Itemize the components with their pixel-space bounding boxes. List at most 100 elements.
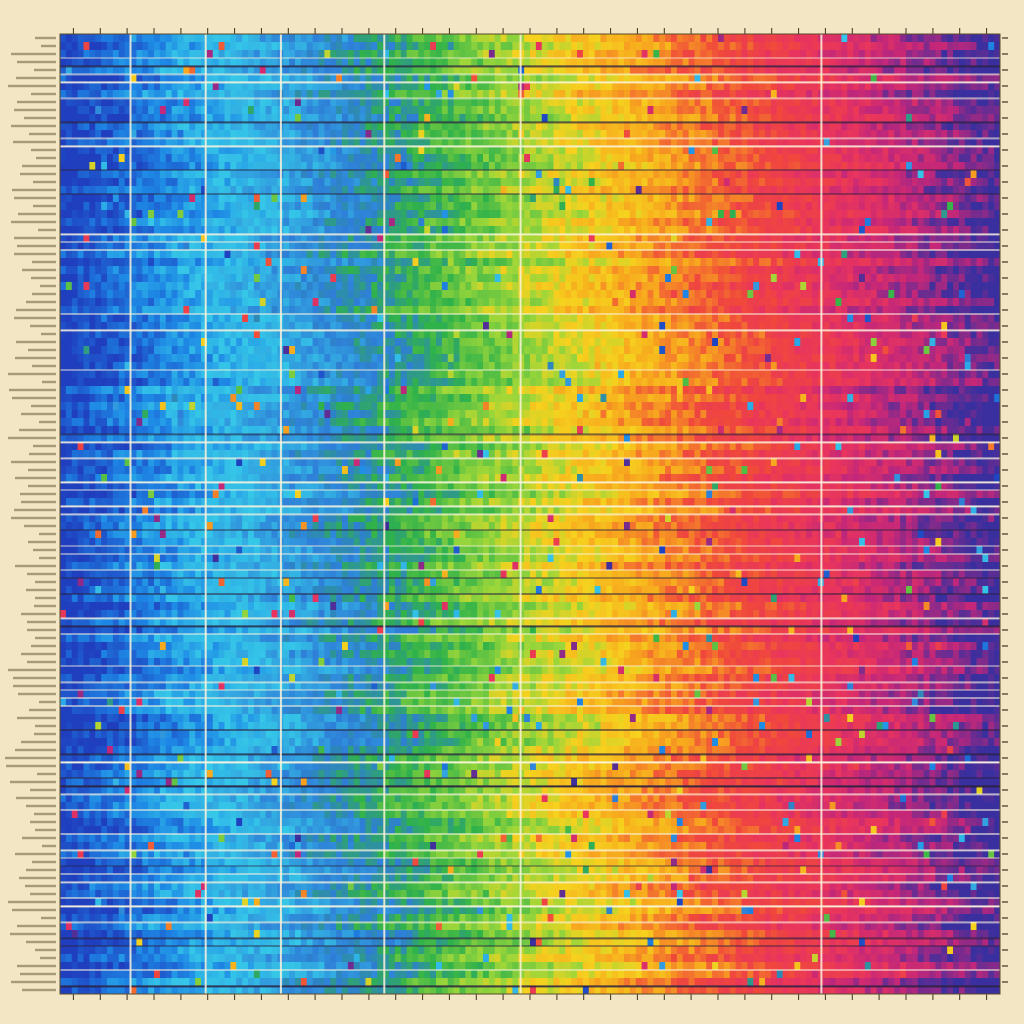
heatmap-cell (283, 90, 290, 99)
heatmap-cell (565, 114, 572, 123)
heatmap-cell (723, 162, 731, 171)
heatmap-cell (165, 74, 173, 83)
heatmap-cell (665, 42, 672, 51)
heatmap-cell (189, 194, 196, 203)
heatmap-cell (782, 82, 789, 91)
heatmap-cell (876, 258, 883, 267)
heatmap-cell (870, 234, 878, 243)
heatmap-cell (242, 66, 249, 75)
heatmap-cell (665, 194, 672, 203)
heatmap-cell (864, 50, 872, 59)
heatmap-cell (453, 154, 460, 163)
heatmap-cell (612, 138, 619, 147)
heatmap-cell (359, 114, 366, 123)
heatmap-cell (183, 178, 190, 187)
heatmap-cell (917, 122, 925, 131)
heatmap-cell (606, 154, 613, 163)
heatmap-cell (753, 34, 760, 43)
heatmap-cell (436, 58, 443, 67)
heatmap-cell (624, 250, 631, 259)
heatmap-cell (224, 250, 231, 259)
heatmap-cell (412, 114, 419, 123)
heatmap-cell (336, 226, 343, 235)
heatmap-cell (688, 202, 695, 211)
heatmap-cell (876, 226, 883, 235)
heatmap-cell (906, 58, 913, 67)
heatmap-cell (424, 194, 431, 203)
heatmap-cell (436, 202, 443, 211)
heatmap-cell (635, 234, 643, 243)
heatmap-cell (224, 258, 231, 267)
heatmap-cell (870, 74, 878, 83)
heatmap-cell (894, 186, 901, 195)
heatmap-cell (377, 154, 384, 163)
heatmap-cell (976, 154, 983, 163)
heatmap-cell (483, 194, 490, 203)
heatmap-cell (947, 178, 954, 187)
heatmap-cell (606, 98, 613, 107)
heatmap-cell (101, 202, 108, 211)
heatmap-cell (847, 146, 854, 155)
heatmap-cell (712, 170, 719, 179)
heatmap-cell (970, 74, 977, 83)
heatmap-cell (547, 74, 554, 83)
heatmap-cell (594, 98, 601, 107)
heatmap-cell (83, 162, 90, 171)
heatmap-cell (412, 234, 419, 243)
heatmap-cell (195, 266, 202, 275)
heatmap-cell (89, 114, 96, 123)
heatmap-cell (782, 58, 789, 67)
heatmap-cell (230, 90, 237, 99)
heatmap-cell (559, 130, 566, 139)
heatmap-cell (412, 66, 419, 75)
heatmap-cell (870, 50, 878, 59)
heatmap-cell (976, 194, 983, 203)
heatmap-cell (876, 90, 883, 99)
heatmap-cell (453, 122, 460, 131)
heatmap-cell (130, 34, 137, 43)
heatmap-cell (471, 274, 478, 283)
heatmap-cell (248, 138, 255, 147)
heatmap-cell (682, 162, 690, 171)
heatmap-cell (224, 138, 231, 147)
heatmap-cell (418, 162, 425, 171)
heatmap-cell (377, 250, 384, 259)
heatmap-cell (383, 82, 390, 91)
heatmap-cell (671, 194, 678, 203)
heatmap-cell (60, 98, 67, 107)
heatmap-cell (870, 186, 878, 195)
heatmap-cell (371, 154, 378, 163)
heatmap-cell (917, 58, 925, 67)
heatmap-cell (841, 266, 848, 275)
heatmap-cell (183, 162, 190, 171)
heatmap-cell (812, 98, 819, 107)
heatmap-cell (265, 138, 272, 147)
heatmap-cell (653, 178, 660, 187)
heatmap-cell (112, 266, 120, 275)
heatmap-cell (906, 34, 913, 43)
heatmap-cell (453, 186, 460, 195)
heatmap-cell (894, 114, 901, 123)
heatmap-cell (547, 154, 554, 163)
heatmap-cell (753, 138, 760, 147)
heatmap-cell (565, 258, 572, 267)
heatmap-cell (107, 194, 114, 203)
heatmap-cell (524, 274, 531, 283)
heatmap-cell (436, 170, 443, 179)
heatmap-cell (253, 218, 261, 227)
heatmap-cell (964, 170, 972, 179)
heatmap-cell (377, 122, 384, 131)
heatmap-cell (788, 154, 795, 163)
heatmap-cell (142, 130, 149, 139)
heatmap-cell (359, 98, 366, 107)
heatmap-cell (870, 258, 878, 267)
heatmap-cell (882, 202, 889, 211)
heatmap-cell (682, 258, 690, 267)
heatmap-cell (300, 210, 308, 219)
heatmap-cell (782, 130, 789, 139)
heatmap-cell (970, 266, 977, 275)
heatmap-cell (970, 226, 977, 235)
heatmap-cell (441, 178, 449, 187)
heatmap-cell (206, 170, 214, 179)
heatmap-cell (864, 162, 872, 171)
